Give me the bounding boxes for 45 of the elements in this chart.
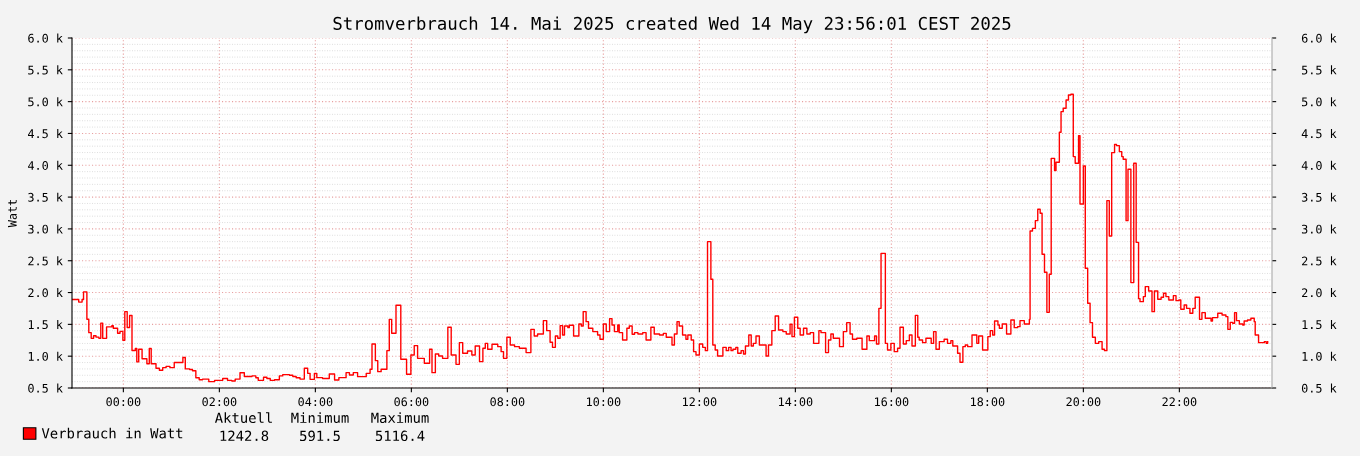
y-tick-label: 4.0 k	[28, 160, 63, 170]
y-tick-label: 1.0 k	[28, 351, 63, 361]
y-tick-label: 5.5 k	[28, 65, 63, 75]
y-tick-label: 2.5 k	[28, 256, 63, 266]
y-tick-label: 3.5 k	[28, 192, 63, 202]
text: Aktuell	[214, 412, 272, 424]
y-axis-title: Watt	[8, 199, 17, 228]
text: 591.5	[300, 430, 340, 442]
text: Maximum	[371, 412, 429, 424]
y2-tick-label: 0.5 k	[1301, 383, 1337, 393]
x-tick-label: 18:00	[971, 397, 1005, 407]
y2-tick-label: 2.0 k	[1302, 288, 1337, 298]
y-tick-label: 0.5 k	[28, 383, 63, 393]
x-tick-label: 14:00	[779, 397, 813, 407]
x-tick-label: 06:00	[394, 397, 429, 407]
text: Minimum	[291, 412, 349, 424]
y-tick-label: 5.0 k	[28, 97, 63, 107]
y2-tick-label: 2.5 k	[1302, 256, 1337, 266]
x-tick-label: 20:00	[1066, 397, 1101, 407]
y2-tick-label: 4.0 k	[1301, 160, 1337, 170]
y2-tick-label: 4.5 k	[1301, 129, 1337, 139]
x-tick-label: 02:00	[202, 397, 237, 407]
y2-tick-label: 5.0 k	[1301, 97, 1337, 107]
text: 5116.4	[375, 430, 425, 442]
y2-tick-label: 6.0 k	[1301, 33, 1337, 43]
x-tick-label: 22:00	[1162, 397, 1197, 407]
x-tick-label: 04:00	[298, 397, 333, 407]
y2-tick-label: 1.0 k	[1302, 351, 1337, 361]
y-tick-label: 1.5 k	[28, 319, 63, 330]
chart-title: Stromverbrauch 14. Mai 2025 created Wed 14 May 23:56:01 CEST 2025	[333, 16, 1011, 34]
y-tick-label: 4.5 k	[28, 129, 63, 139]
y2-tick-label: 5.5 k	[1301, 65, 1337, 75]
legend-label: Verbrauch in Watt	[41, 427, 183, 439]
x-tick-label: 10:00	[587, 397, 621, 407]
y-tick-label: 3.0 k	[28, 224, 63, 234]
text: 1242.8	[220, 430, 269, 442]
x-tick-label: 12:00	[683, 397, 717, 407]
y-tick-label: 2.0 k	[28, 288, 63, 298]
x-tick-label: 16:00	[875, 397, 909, 407]
y-tick-label: 6.0 k	[28, 33, 63, 43]
y2-tick-label: 1.5 k	[1302, 319, 1337, 330]
x-tick-label: 00:00	[106, 397, 141, 407]
y2-tick-label: 3.5 k	[1301, 192, 1337, 202]
y2-tick-label: 3.0 k	[1301, 224, 1337, 234]
x-tick-label: 08:00	[490, 397, 525, 407]
